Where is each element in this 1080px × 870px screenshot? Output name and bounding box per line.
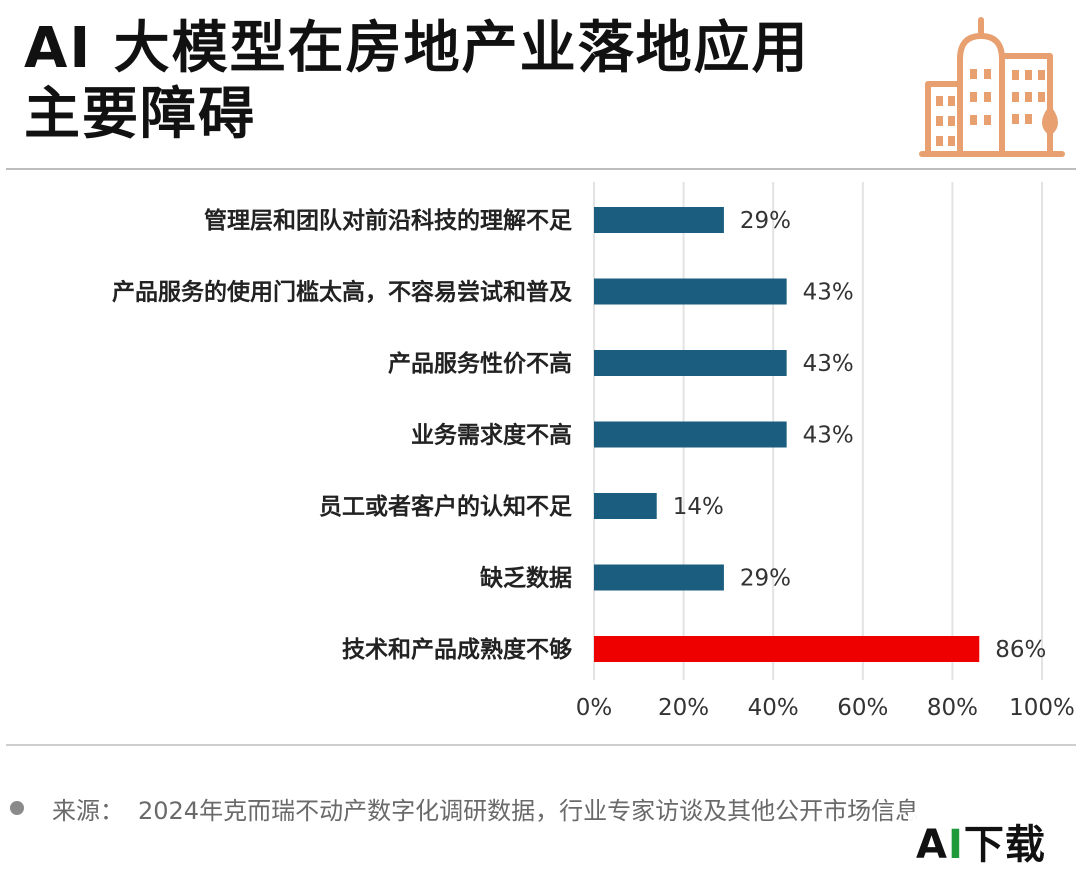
value-label: 86%	[995, 637, 1046, 663]
category-label: 技术和产品成熟度不够	[342, 636, 572, 663]
title-line-1: AI 大模型在房地产业落地应用	[24, 16, 810, 81]
bar	[594, 421, 787, 448]
watermark-logo: AI下载	[908, 812, 1054, 870]
source-note: 来源： 2024年克而瑞不动产数字化调研数据，行业专家访谈及其他公开市场信息	[10, 788, 1072, 828]
category-labels: 管理层和团队对前沿科技的理解不足产品服务的使用门槛太高，不容易尝试和普及产品服务…	[112, 207, 572, 663]
bar	[594, 564, 724, 591]
category-label: 业务需求度不高	[411, 422, 572, 449]
title-divider	[6, 168, 1076, 170]
bar	[594, 350, 787, 376]
category-label: 管理层和团队对前沿科技的理解不足	[204, 207, 572, 234]
category-label: 缺乏数据	[480, 565, 572, 592]
watermark-suffix: 下载	[963, 822, 1046, 868]
value-label: 43%	[803, 280, 854, 306]
category-label: 产品服务性价不高	[388, 350, 572, 377]
page-title: AI 大模型在房地产业落地应用 主要障碍	[24, 16, 810, 148]
value-labels: 29% 43% 43% 43% 14% 29% 86%	[673, 208, 1047, 663]
bar	[594, 493, 657, 519]
x-tick-label: 60%	[837, 695, 888, 721]
value-label: 43%	[803, 351, 854, 377]
x-axis-ticks: 0% 20% 40% 60% 80% 100%	[576, 695, 1075, 721]
x-tick-label: 100%	[1009, 695, 1075, 721]
value-label: 43%	[803, 423, 854, 449]
chart-bars	[594, 207, 980, 662]
watermark-accent: I	[947, 822, 964, 868]
building-icon	[919, 17, 1065, 157]
bar	[594, 278, 787, 305]
x-tick-label: 0%	[576, 695, 613, 721]
x-tick-label: 40%	[748, 695, 799, 721]
value-label: 14%	[673, 494, 724, 520]
source-text: 2024年克而瑞不动产数字化调研数据，行业专家访谈及其他公开市场信息	[138, 796, 920, 825]
value-label: 29%	[740, 566, 791, 592]
source-label: 来源：	[52, 796, 124, 825]
category-label: 产品服务的使用门槛太高，不容易尝试和普及	[112, 279, 572, 306]
x-tick-label: 20%	[658, 695, 709, 721]
watermark-prefix: A	[916, 822, 948, 868]
bar	[594, 636, 980, 662]
title-line-2: 主要障碍	[24, 82, 256, 147]
footer-divider	[6, 744, 1076, 746]
bar-chart: 管理层和团队对前沿科技的理解不足产品服务的使用门槛太高，不容易尝试和普及产品服务…	[112, 182, 1075, 721]
x-tick-label: 80%	[927, 695, 978, 721]
bar	[594, 207, 724, 233]
category-label: 员工或者客户的认知不足	[319, 493, 572, 520]
bullet-dot	[10, 801, 24, 815]
value-label: 29%	[740, 208, 791, 234]
